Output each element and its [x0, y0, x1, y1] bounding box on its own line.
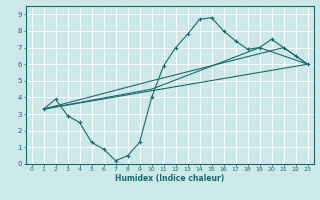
X-axis label: Humidex (Indice chaleur): Humidex (Indice chaleur)	[115, 174, 224, 183]
